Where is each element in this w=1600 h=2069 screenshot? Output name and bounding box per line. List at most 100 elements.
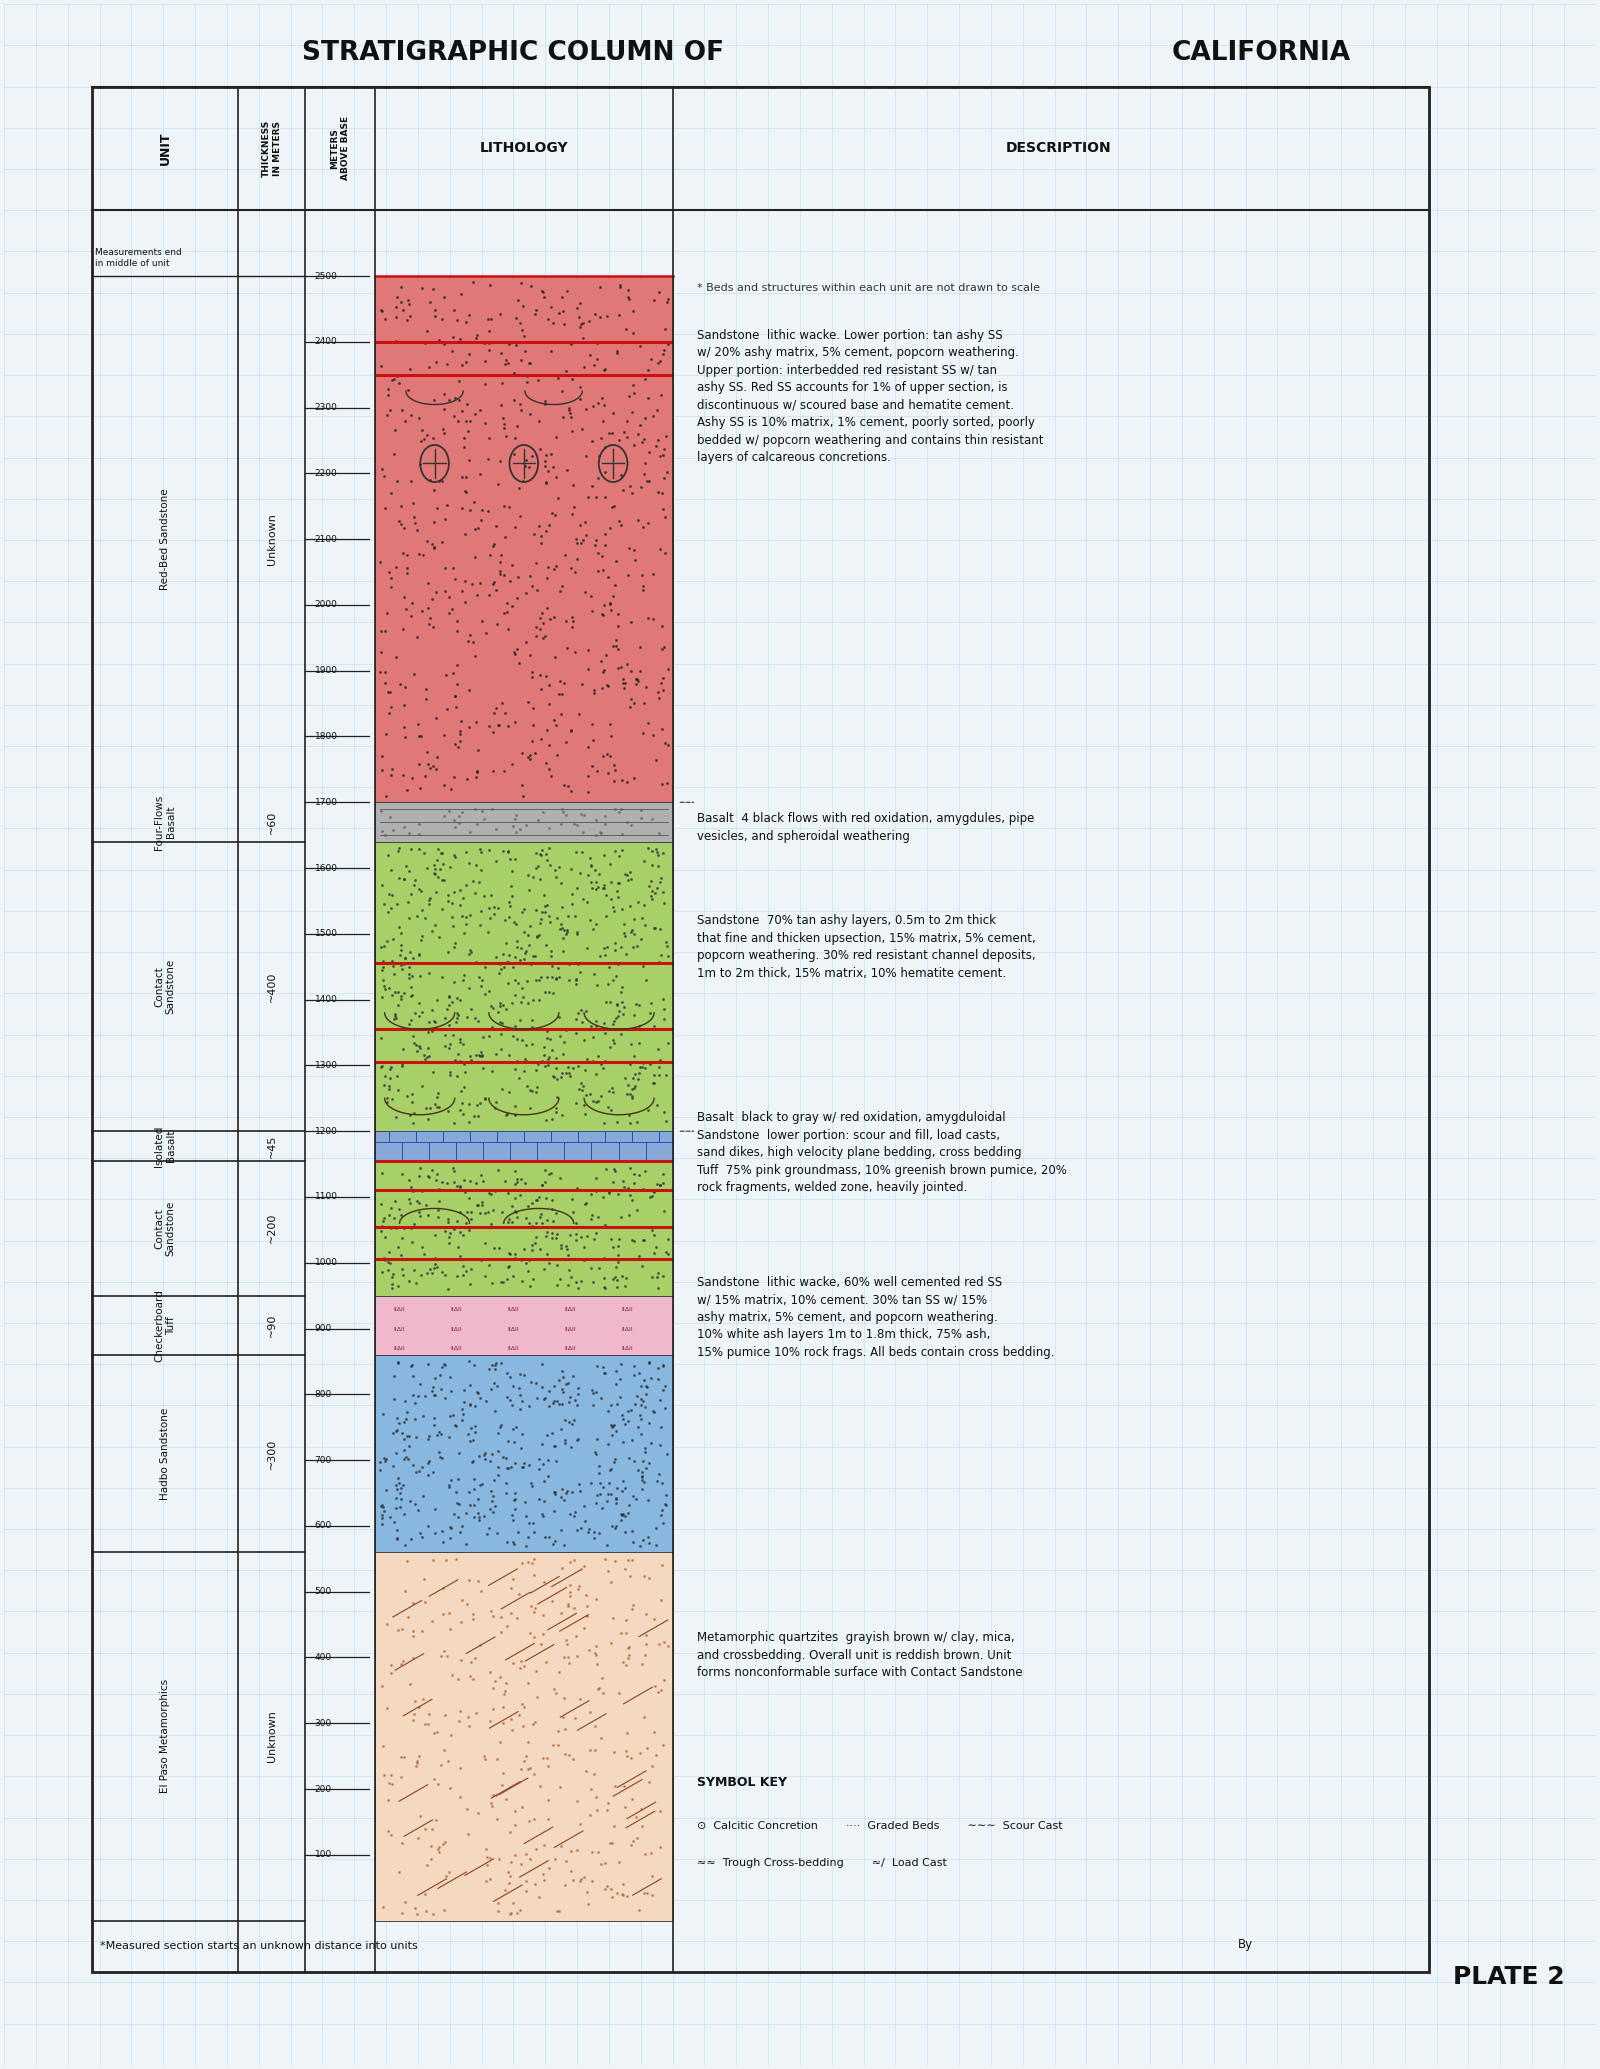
- Point: [429, 1515, 454, 1548]
- Point: [374, 1254, 400, 1287]
- Point: [645, 1363, 670, 1397]
- Point: [522, 1620, 547, 1653]
- Point: [619, 1543, 645, 1577]
- Point: [418, 286, 443, 319]
- Point: [653, 1488, 678, 1521]
- Point: [606, 269, 632, 302]
- Point: [368, 546, 394, 579]
- Point: [638, 883, 664, 917]
- Point: [467, 393, 493, 426]
- Point: [410, 1682, 435, 1715]
- Point: [437, 1221, 462, 1254]
- Point: [384, 550, 410, 583]
- Point: [502, 1837, 528, 1870]
- Point: [552, 1423, 578, 1457]
- Point: [454, 1817, 480, 1850]
- Point: [544, 1043, 570, 1076]
- Point: [390, 757, 416, 790]
- Point: [518, 1010, 544, 1043]
- Point: [563, 809, 589, 842]
- Point: [595, 968, 621, 1001]
- Point: [534, 1202, 560, 1235]
- Point: [520, 983, 546, 1016]
- Point: [424, 1157, 450, 1190]
- Point: [635, 354, 661, 387]
- Point: [386, 1407, 411, 1440]
- Point: [386, 1467, 411, 1500]
- Point: [555, 1239, 581, 1272]
- Point: [515, 1243, 541, 1277]
- Point: [587, 1477, 613, 1510]
- Point: [536, 811, 562, 844]
- Text: 1200: 1200: [315, 1128, 338, 1136]
- Point: [459, 1446, 485, 1479]
- Point: [646, 865, 672, 898]
- Point: [418, 881, 443, 914]
- Point: [488, 554, 514, 588]
- Point: [563, 521, 589, 554]
- Point: [419, 914, 445, 948]
- Point: [464, 577, 490, 610]
- Point: [426, 1831, 451, 1864]
- Point: [646, 1626, 672, 1659]
- Point: [624, 662, 650, 695]
- Point: [414, 737, 440, 770]
- Point: [584, 1200, 610, 1233]
- Point: [589, 381, 614, 414]
- Point: [563, 1086, 589, 1119]
- Point: [643, 1738, 669, 1771]
- Point: [478, 1349, 504, 1382]
- Point: [434, 658, 459, 691]
- Point: [405, 1186, 430, 1219]
- Point: [645, 1032, 670, 1066]
- Point: [584, 871, 610, 904]
- Text: 200: 200: [315, 1786, 331, 1794]
- Point: [445, 1045, 470, 1078]
- Point: [589, 1661, 614, 1695]
- Point: [522, 1595, 547, 1628]
- Point: [517, 1092, 542, 1126]
- Point: [549, 1597, 574, 1630]
- Point: [485, 1887, 510, 1920]
- Point: [459, 567, 485, 600]
- Point: [437, 1771, 462, 1804]
- Point: [422, 908, 448, 941]
- Point: [528, 1428, 554, 1461]
- Point: [653, 1477, 678, 1510]
- Point: [602, 834, 627, 867]
- Point: [429, 1374, 454, 1407]
- Point: [384, 1523, 410, 1556]
- Point: [413, 672, 438, 706]
- Point: [600, 1231, 626, 1264]
- Point: [533, 1103, 558, 1136]
- Point: [618, 890, 643, 923]
- Point: [376, 1070, 402, 1103]
- Point: [494, 946, 520, 979]
- Point: [405, 1746, 430, 1779]
- Point: [650, 1374, 675, 1407]
- Point: [632, 1390, 658, 1423]
- Point: [563, 964, 589, 997]
- Bar: [402, 1142, 429, 1161]
- Point: [592, 1872, 618, 1906]
- Point: [472, 1227, 498, 1260]
- Point: [424, 875, 450, 908]
- Point: [446, 1436, 472, 1469]
- Point: [549, 1413, 574, 1446]
- Point: [515, 1448, 541, 1481]
- Point: [555, 900, 581, 933]
- Point: [587, 300, 613, 333]
- Point: [618, 606, 643, 639]
- Point: [398, 979, 424, 1012]
- Point: [560, 1864, 586, 1897]
- Point: [406, 1188, 432, 1221]
- Point: [438, 888, 464, 921]
- Point: [614, 805, 640, 838]
- Point: [437, 1227, 462, 1260]
- Point: [427, 852, 453, 886]
- Point: [386, 1856, 411, 1889]
- Point: [477, 1512, 502, 1546]
- Text: DESCRIPTION: DESCRIPTION: [1006, 141, 1112, 155]
- Point: [533, 1152, 558, 1186]
- Point: [566, 697, 592, 730]
